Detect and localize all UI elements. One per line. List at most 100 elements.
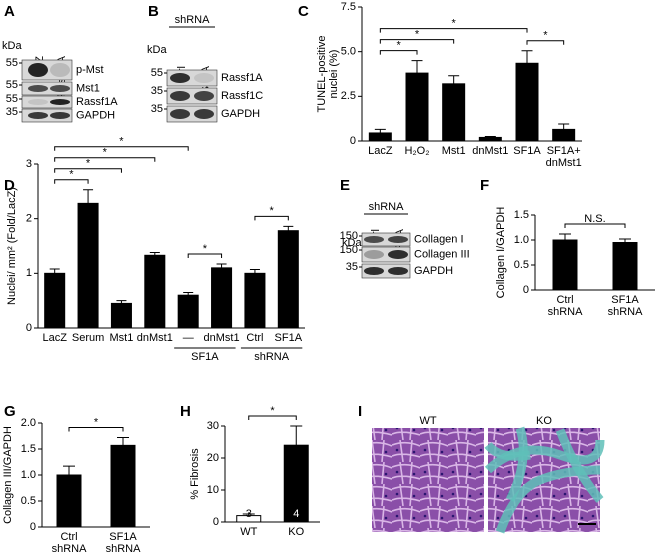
y-tick-label: 1 (26, 267, 32, 279)
image-label: WT (419, 415, 436, 427)
blot-row-label: Rassf1A (221, 72, 263, 84)
y-tick-label: 5.0 (341, 46, 356, 58)
y-tick-label: 20 (207, 452, 219, 464)
panel-label: C (298, 3, 309, 20)
blot-band (194, 109, 214, 119)
significance-label: * (103, 147, 108, 159)
panel-label: A (4, 3, 15, 20)
error-bar (116, 300, 127, 304)
y-tick-label: 2 (26, 213, 32, 225)
significance-bracket (54, 157, 156, 162)
panel-label: D (4, 177, 15, 194)
blot-band (194, 73, 214, 83)
panel-label: B (148, 3, 159, 20)
y-tick-label: 1.0 (21, 469, 36, 481)
kda-marker: 35 (151, 103, 163, 115)
blot-band (388, 267, 408, 275)
significance-label: * (119, 136, 124, 148)
significance-label: * (452, 18, 457, 30)
group-label: shRNA (254, 351, 290, 363)
x-tick-label: dnMst1 (204, 332, 240, 344)
blot-row-label: Collagen I (414, 233, 464, 245)
y-tick-label: 0.5 (21, 495, 36, 507)
error-bar (183, 291, 194, 296)
y-tick-label: 30 (207, 420, 219, 432)
x-tick-label: dnMst1 (137, 332, 173, 344)
y-axis-label: Collagen I/GAPDH (495, 207, 507, 299)
error-bar (374, 128, 386, 133)
significance-bracket (54, 168, 122, 173)
significance-bracket (254, 215, 289, 221)
error-bar (283, 225, 294, 231)
bar (405, 72, 429, 142)
x-tick-label: Ctrl shRNA (548, 294, 584, 318)
x-tick-label: LacZ (42, 332, 67, 344)
significance-bracket (379, 28, 528, 33)
bar (244, 272, 266, 329)
significance-label: * (203, 243, 208, 255)
kda-marker: 55 (6, 93, 18, 105)
blot-band (364, 267, 384, 275)
blot-band (28, 99, 48, 105)
blot-band (388, 250, 408, 259)
y-axis-label: % Fibrosis (189, 448, 201, 500)
blot-strip (21, 95, 73, 109)
collagen-stain (555, 428, 604, 503)
kda-label: kDa (342, 237, 362, 249)
blot-row-label: Mst1 (76, 82, 100, 94)
panel-label: I (358, 403, 362, 420)
blot-band (50, 63, 70, 77)
significance-label: N.S. (584, 213, 605, 225)
kda-label: kDa (2, 40, 22, 52)
error-bar (216, 263, 227, 268)
significance-bracket (564, 223, 626, 228)
y-axis-label: Collagen III/GAPDH (2, 426, 14, 524)
error-bar (242, 513, 255, 516)
bar (442, 83, 466, 142)
x-tick-label: KO (288, 526, 304, 538)
error-bar (117, 437, 129, 446)
y-tick-label: 0.5 (514, 259, 529, 271)
x-tick-label: SF1A+ dnMst1 (546, 145, 582, 169)
panel-label: G (4, 403, 16, 420)
blot-row-label: GAPDH (414, 265, 453, 277)
significance-bracket (379, 50, 418, 55)
blot-group: shRNA (175, 14, 211, 26)
bar (368, 132, 392, 142)
x-tick-label: Serum (72, 332, 104, 344)
blot-band (194, 91, 214, 101)
significance-bracket (54, 179, 89, 184)
y-tick-label: 3 (26, 158, 32, 170)
significance-label: * (86, 158, 91, 170)
n-label: 3 (246, 508, 252, 520)
error-bar (448, 75, 460, 84)
significance-label: * (543, 30, 548, 42)
kda-marker: 55 (151, 67, 163, 79)
significance-bracket (526, 40, 565, 45)
y-axis-label: Nuclei/ mm² (Fold/LacZ) (6, 187, 18, 305)
kda-marker: 35 (151, 85, 163, 97)
x-tick-label: dnMst1 (472, 145, 508, 157)
bar (77, 202, 99, 329)
error-bar (484, 136, 496, 138)
histology-image (372, 428, 484, 532)
x-tick-label: Ctrl shRNA (52, 531, 88, 555)
blot-row-label: p-Mst (76, 64, 104, 76)
error-bar (558, 123, 570, 130)
x-tick-label: WT (240, 526, 257, 538)
error-bar (49, 268, 60, 274)
significance-bracket (187, 253, 223, 259)
n-label: 4 (293, 508, 299, 520)
y-tick-label: 2.5 (341, 90, 356, 102)
blot-row-label: Rassf1A (76, 96, 118, 108)
fibrosis-overlay (484, 426, 605, 534)
error-bar (149, 252, 160, 256)
error-bar (521, 50, 533, 64)
blot-band (364, 250, 384, 259)
kda-marker: 150 (340, 244, 358, 256)
blot-group: shRNA (369, 201, 405, 213)
y-tick-label: 0 (26, 322, 32, 334)
significance-label: * (69, 169, 74, 181)
significance-label: * (94, 416, 99, 428)
